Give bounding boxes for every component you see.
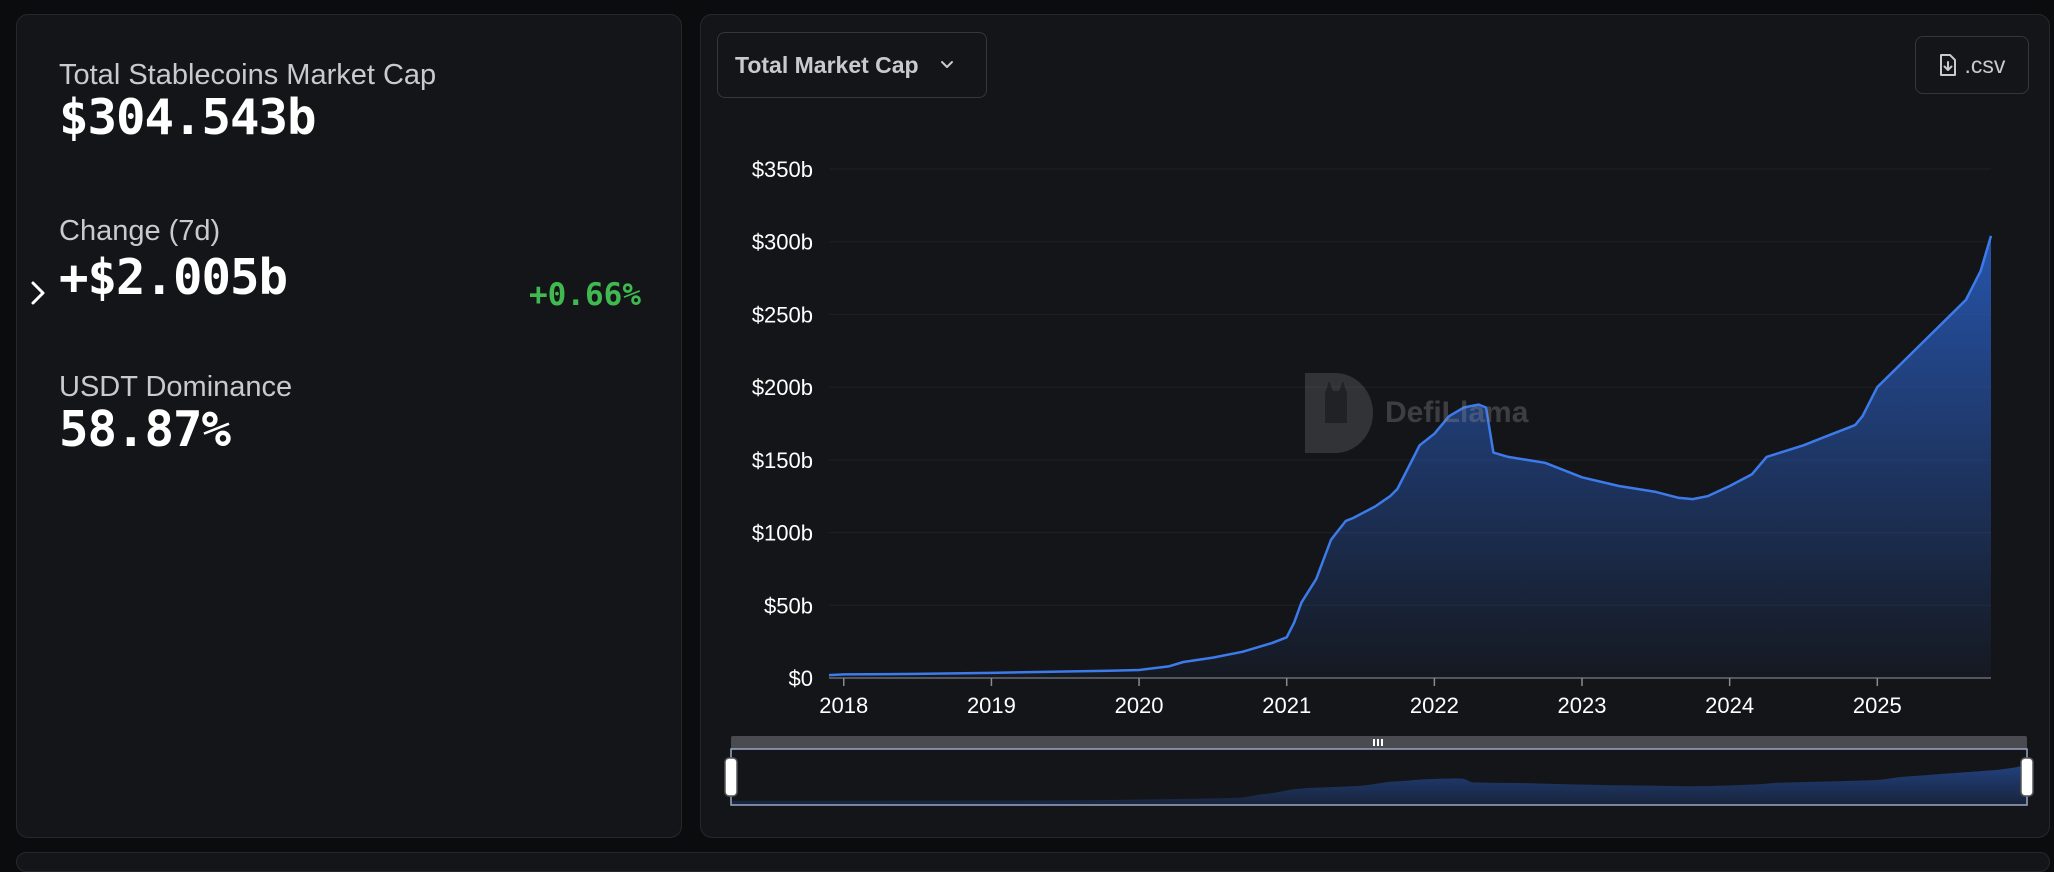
change-label: Change (7d) xyxy=(59,215,221,247)
chevron-right-icon[interactable] xyxy=(27,277,49,309)
drag-grip-mark xyxy=(1377,739,1379,746)
y-tick-label: $350b xyxy=(752,157,813,182)
y-tick-label: $100b xyxy=(752,521,813,546)
x-tick-label: 2020 xyxy=(1115,693,1164,718)
market-cap-value: $304.543b xyxy=(59,89,317,146)
y-tick-label: $300b xyxy=(752,230,813,255)
market-cap-label: Total Stablecoins Market Cap xyxy=(59,59,437,91)
download-csv-button[interactable]: .csv xyxy=(1915,36,2029,94)
y-tick-label: $0 xyxy=(789,666,813,691)
y-tick-label: $200b xyxy=(752,375,813,400)
y-tick-label: $50b xyxy=(764,593,813,618)
series-area xyxy=(829,235,1991,678)
chevron-down-icon xyxy=(940,61,953,68)
csv-label: .csv xyxy=(1964,51,2006,78)
change-percent: +0.66% xyxy=(529,277,641,313)
zoom-handle-left xyxy=(724,757,738,797)
mini-series-area xyxy=(731,764,2027,805)
watermark-text: DefiLlama xyxy=(1385,396,1529,429)
dropdown-label: Total Market Cap xyxy=(735,51,919,78)
y-tick-label: $150b xyxy=(752,448,813,473)
change-value: +$2.005b xyxy=(59,249,288,306)
x-tick-label: 2023 xyxy=(1558,693,1607,718)
chart-type-dropdown[interactable]: Total Market Cap xyxy=(717,32,987,98)
drag-grip-mark xyxy=(1373,739,1375,746)
dominance-label: USDT Dominance xyxy=(59,371,293,403)
series-line xyxy=(828,235,1993,677)
llama-logo-icon xyxy=(1305,373,1373,453)
market-cap-chart[interactable]: $0 $50b $100b $150b $200b $250b $300b $350b 201… xyxy=(701,15,2049,837)
dominance-value: 58.87% xyxy=(59,401,231,458)
next-card-edge xyxy=(16,852,2050,872)
stats-panel: Total Stablecoins Market Cap $304.543b C… xyxy=(16,14,682,838)
watermark: DefiLlama xyxy=(1305,373,1528,453)
x-tick-label: 2019 xyxy=(967,693,1016,718)
x-tick-label: 2025 xyxy=(1853,693,1902,718)
x-tick-label: 2018 xyxy=(819,693,868,718)
x-tick-label: 2022 xyxy=(1410,693,1459,718)
zoom-handle-right xyxy=(2020,757,2034,797)
drag-grip-mark xyxy=(1381,739,1383,746)
zoom-slider[interactable] xyxy=(724,736,2034,806)
x-tick-label: 2021 xyxy=(1262,693,1311,718)
chart-panel: Total Market Cap .csv $0 $50b $100b $150b $2… xyxy=(700,14,2050,838)
y-tick-label: $250b xyxy=(752,302,813,327)
x-tick-label: 2024 xyxy=(1705,693,1754,718)
file-download-icon xyxy=(1939,54,1956,76)
